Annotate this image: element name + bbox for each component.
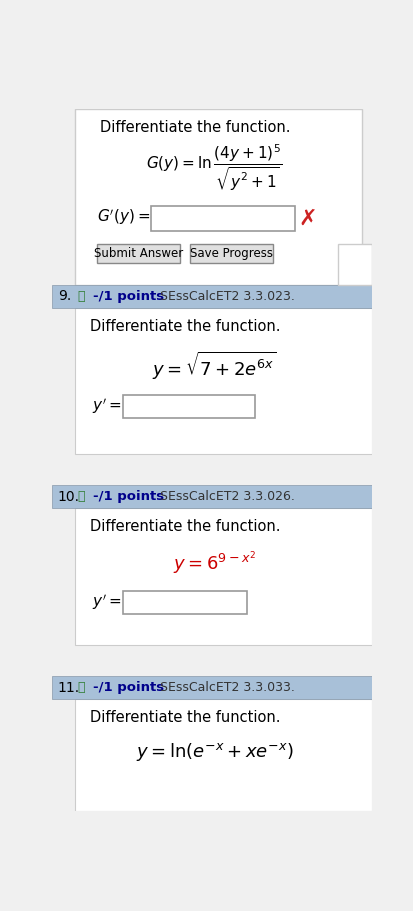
- Text: -/1 points: -/1 points: [93, 290, 164, 303]
- Text: ✗: ✗: [298, 209, 317, 229]
- Text: $G'(y) =$: $G'(y) =$: [97, 208, 150, 228]
- Bar: [52, 285, 372, 308]
- Bar: [338, 244, 372, 285]
- Bar: [75, 699, 372, 811]
- Text: ➕: ➕: [77, 681, 85, 694]
- Text: 11.: 11.: [58, 681, 80, 694]
- Bar: [52, 455, 372, 485]
- Text: Differentiate the function.: Differentiate the function.: [90, 319, 281, 333]
- Text: Differentiate the function.: Differentiate the function.: [90, 519, 281, 534]
- Text: $y' =$: $y' =$: [92, 396, 121, 416]
- Bar: [52, 485, 372, 508]
- Text: SEssCalcET2 3.3.023.: SEssCalcET2 3.3.023.: [160, 290, 295, 303]
- Text: Differentiate the function.: Differentiate the function.: [100, 120, 290, 135]
- Bar: [190, 244, 273, 262]
- Bar: [151, 206, 295, 231]
- Text: $y = \ln\!\left(e^{-x} + xe^{-x}\right)$: $y = \ln\!\left(e^{-x} + xe^{-x}\right)$: [135, 741, 293, 763]
- Text: $y = \sqrt{7 + 2e^{6x}}$: $y = \sqrt{7 + 2e^{6x}}$: [152, 350, 277, 382]
- Text: $y = 6^{9-x^2}$: $y = 6^{9-x^2}$: [173, 549, 256, 578]
- Text: SEssCalcET2 3.3.033.: SEssCalcET2 3.3.033.: [160, 681, 295, 694]
- Bar: [75, 508, 372, 645]
- Text: Save Progress: Save Progress: [190, 247, 273, 260]
- Bar: [97, 244, 180, 262]
- Text: Differentiate the function.: Differentiate the function.: [90, 710, 281, 725]
- Text: ➕: ➕: [77, 290, 85, 303]
- Text: Submit Answer: Submit Answer: [94, 247, 183, 260]
- Bar: [52, 676, 372, 699]
- Text: ➕: ➕: [77, 490, 85, 503]
- Bar: [123, 591, 247, 614]
- Bar: [75, 109, 362, 285]
- Text: -/1 points: -/1 points: [93, 490, 164, 503]
- Bar: [75, 308, 372, 455]
- Bar: [52, 645, 372, 676]
- Text: -/1 points: -/1 points: [93, 681, 164, 694]
- Text: $G(y) = \ln \dfrac{(4y + 1)^5}{\sqrt{y^2 + 1}}$: $G(y) = \ln \dfrac{(4y + 1)^5}{\sqrt{y^2…: [146, 141, 282, 191]
- Text: 9.: 9.: [58, 290, 71, 303]
- Text: SEssCalcET2 3.3.026.: SEssCalcET2 3.3.026.: [160, 490, 295, 503]
- Text: 10.: 10.: [58, 489, 80, 504]
- Bar: [123, 395, 255, 418]
- Text: $y' =$: $y' =$: [92, 593, 121, 612]
